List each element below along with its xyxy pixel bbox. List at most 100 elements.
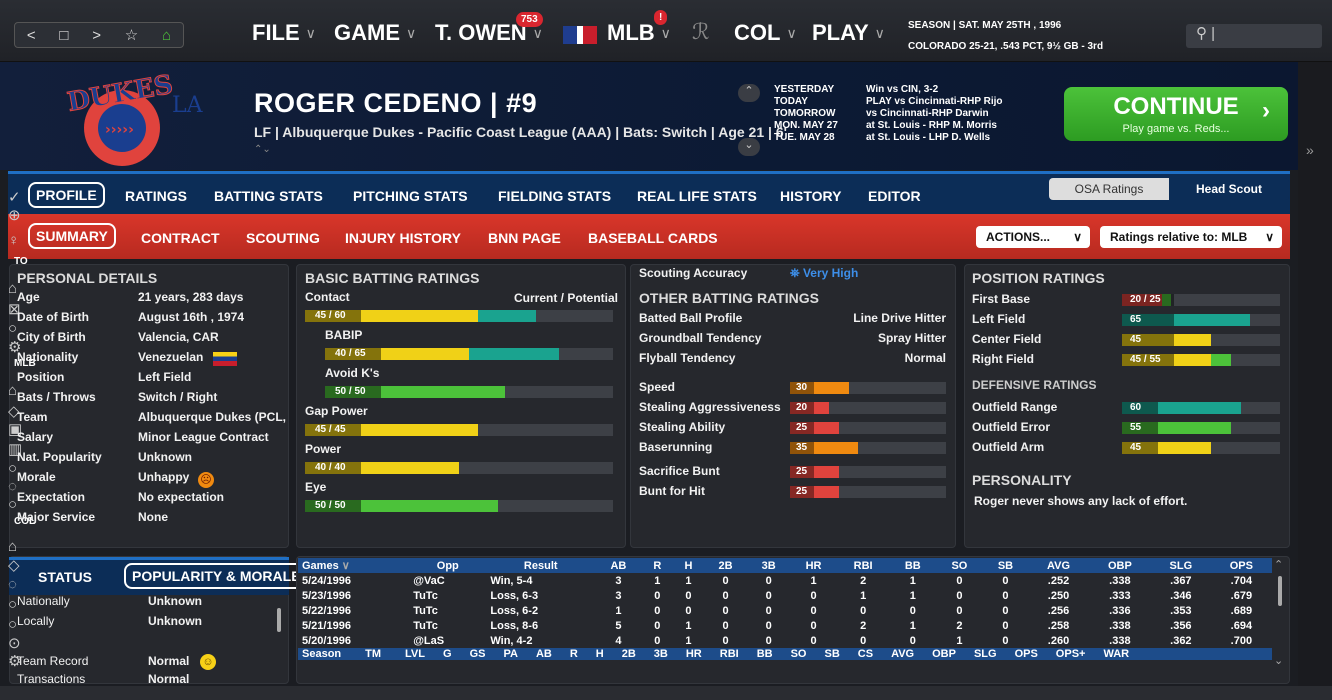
season-column-header[interactable]: SB xyxy=(824,648,840,660)
column-header[interactable]: RBI xyxy=(836,558,890,573)
column-header[interactable]: AVG xyxy=(1028,558,1089,573)
column-header[interactable]: R xyxy=(641,558,673,573)
games-dropdown[interactable]: Games ∨ xyxy=(298,558,410,573)
tab-status[interactable]: STATUS xyxy=(38,569,92,585)
season-column-header[interactable]: WAR xyxy=(1103,648,1130,660)
table-row[interactable]: 5/23/1996 TuTc Loss, 6-3 3 0 0 0 0 0 1 1 0 0 .250 .333… xyxy=(298,588,1272,603)
tab-popularity-morale[interactable]: POPULARITY & MORALE xyxy=(124,563,309,589)
forward-icon[interactable]: > xyxy=(92,26,101,44)
scroll-down-icon[interactable]: ⌄ xyxy=(1274,655,1284,667)
season-column-header[interactable]: GS xyxy=(469,648,486,660)
season-column-header[interactable]: Season xyxy=(302,648,342,660)
ratings-relative-dropdown[interactable]: Ratings relative to: MLB ∨ xyxy=(1100,226,1282,248)
sidebar-nav-icon[interactable]: ⌂ xyxy=(8,382,18,399)
sidebar-nav-icon[interactable]: ♀ xyxy=(8,232,20,249)
star-icon[interactable]: ☆ xyxy=(124,27,139,44)
table-row[interactable]: 5/20/1996 @LaS Win, 4-2 4 0 1 0 0 0 0 0 1 0 .260 .338.… xyxy=(298,633,1272,648)
tab-contract[interactable]: CONTRACT xyxy=(141,230,220,246)
tab-editor[interactable]: EDITOR xyxy=(868,188,921,204)
menu-owner[interactable]: T. OWEN ∨ xyxy=(435,20,543,45)
sidebar-nav-icon[interactable]: ⌂ xyxy=(8,538,18,555)
player-nav-icon[interactable]: ⌃⌄ xyxy=(254,144,271,155)
season-column-header[interactable]: R xyxy=(569,648,578,660)
sidebar-nav-icon[interactable]: ○ xyxy=(8,596,18,613)
sidebar-nav-icon[interactable]: ○ xyxy=(8,616,18,633)
sidebar-nav-icon[interactable]: ✓ xyxy=(8,189,21,206)
season-column-header[interactable]: OPS xyxy=(1014,648,1038,660)
status-scrollbar[interactable] xyxy=(277,608,281,632)
column-header[interactable]: HR xyxy=(790,558,837,573)
tab-injury-history[interactable]: INJURY HISTORY xyxy=(345,230,461,246)
sidebar-nav-icon[interactable]: ○ xyxy=(8,460,18,477)
sidebar-nav-icon[interactable]: ◌ xyxy=(8,478,17,495)
schedule-down-icon[interactable]: ⌄ xyxy=(738,138,760,156)
season-column-header[interactable]: OBP xyxy=(932,648,956,660)
expand-sidebar-icon[interactable]: » xyxy=(1306,142,1314,158)
sidebar-nav-icon[interactable]: ◇ xyxy=(8,403,20,420)
tab-summary[interactable]: SUMMARY xyxy=(28,223,116,249)
column-header[interactable]: AB xyxy=(595,558,642,573)
season-column-header[interactable]: 3B xyxy=(653,648,668,660)
sidebar-nav-icon[interactable]: ⚙ xyxy=(8,653,22,670)
column-header[interactable]: H xyxy=(672,558,705,573)
column-header[interactable]: 2B xyxy=(704,558,748,573)
toggle-head-scout[interactable]: Head Scout xyxy=(1169,178,1289,200)
schedule-games[interactable]: Win vs CIN, 3-2 PLAY vs Cincinnati-RHP Ri… xyxy=(866,84,1003,143)
season-column-header[interactable]: SLG xyxy=(973,648,997,660)
menu-mlb[interactable]: MLB ∨ xyxy=(607,20,671,45)
tab-ratings[interactable]: RATINGS xyxy=(125,188,187,204)
season-column-header[interactable]: G xyxy=(443,648,452,660)
menu-play[interactable]: PLAY ∨ xyxy=(812,20,885,45)
sidebar-nav-icon[interactable]: ▥ xyxy=(8,441,23,458)
schedule-up-icon[interactable]: ⌃ xyxy=(738,84,760,102)
season-column-header[interactable]: 2B xyxy=(621,648,636,660)
column-header[interactable]: SO xyxy=(936,558,983,573)
actions-dropdown[interactable]: ACTIONS... ∨ xyxy=(976,226,1090,248)
tab-scouting[interactable]: SCOUTING xyxy=(246,230,320,246)
season-column-header[interactable]: BB xyxy=(756,648,773,660)
season-column-header[interactable]: CS xyxy=(857,648,874,660)
sidebar-nav-icon[interactable]: ◌ xyxy=(8,576,17,593)
search-input[interactable]: ⚲ | xyxy=(1186,24,1322,48)
season-column-header[interactable]: AVG xyxy=(891,648,915,660)
tab-bnn-page[interactable]: BNN PAGE xyxy=(488,230,561,246)
sidebar-nav-icon[interactable]: ⚙ xyxy=(8,339,22,356)
games-scrollbar[interactable] xyxy=(1278,576,1282,606)
home-icon[interactable]: ⌂ xyxy=(161,26,172,44)
sidebar-nav-icon[interactable]: ⌂ xyxy=(8,280,18,297)
sidebar-nav-icon[interactable]: ⊙ xyxy=(8,635,21,652)
tab-pitching-stats[interactable]: PITCHING STATS xyxy=(353,188,468,204)
table-row[interactable]: 5/22/1996 TuTc Loss, 6-2 1 0 0 0 0 0 0 0 0 0 .256 .336… xyxy=(298,603,1272,618)
season-column-header[interactable]: H xyxy=(595,648,604,660)
sidebar-nav-icon[interactable]: ◇ xyxy=(8,557,20,574)
column-header[interactable]: OBP xyxy=(1088,558,1151,573)
sidebar-nav-icon[interactable]: ○ xyxy=(8,320,18,337)
scroll-up-icon[interactable]: ⌃ xyxy=(1274,559,1284,571)
season-column-header[interactable]: AB xyxy=(535,648,552,660)
toggle-osa[interactable]: OSA Ratings xyxy=(1049,178,1169,200)
season-column-header[interactable]: PA xyxy=(503,648,518,660)
season-column-header[interactable]: OPS+ xyxy=(1055,648,1086,660)
window-icon[interactable]: □ xyxy=(59,26,69,44)
season-column-header[interactable]: SO xyxy=(790,648,807,660)
column-header[interactable]: SB xyxy=(982,558,1029,573)
tab-fielding-stats[interactable]: FIELDING STATS xyxy=(498,188,612,204)
column-header[interactable]: Opp xyxy=(409,558,487,573)
column-header[interactable]: SLG xyxy=(1150,558,1211,573)
tab-batting-stats[interactable]: BATTING STATS xyxy=(214,188,323,204)
sidebar-nav-icon[interactable]: ○ xyxy=(8,496,18,513)
season-column-header[interactable]: RBI xyxy=(719,648,739,660)
tab-profile[interactable]: PROFILE xyxy=(28,182,105,208)
continue-button[interactable]: CONTINUE Play game vs. Reds... › xyxy=(1064,87,1288,141)
tab-history[interactable]: HISTORY xyxy=(780,188,842,204)
season-column-header[interactable]: HR xyxy=(685,648,702,660)
sidebar-nav-icon[interactable]: ▣ xyxy=(8,421,23,438)
season-column-header[interactable]: TM xyxy=(365,648,382,660)
column-header[interactable]: OPS xyxy=(1210,558,1272,573)
sidebar-nav-icon[interactable]: ⊠ xyxy=(8,301,21,318)
menu-file[interactable]: FILE ∨ xyxy=(252,20,316,45)
table-row[interactable]: 5/24/1996 @VaC Win, 5-4 3 1 1 0 0 1 2 1 0 0 .252 .338.… xyxy=(298,573,1272,588)
tab-baseball-cards[interactable]: BASEBALL CARDS xyxy=(588,230,718,246)
column-header[interactable]: Result xyxy=(486,558,596,573)
table-row[interactable]: 5/21/1996 TuTc Loss, 8-6 5 0 1 0 0 0 2 1 2 0 .258 .338… xyxy=(298,618,1272,633)
